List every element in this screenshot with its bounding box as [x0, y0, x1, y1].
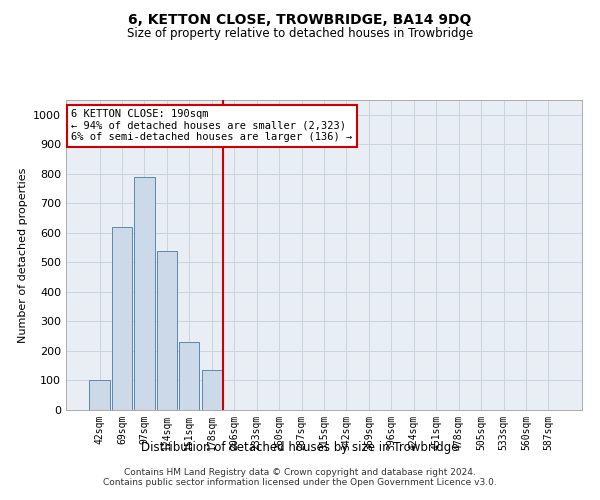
Bar	[134, 177, 155, 410]
Y-axis label: Number of detached properties: Number of detached properties	[17, 168, 28, 342]
Text: 6 KETTON CLOSE: 190sqm
← 94% of detached houses are smaller (2,323)
6% of semi-d: 6 KETTON CLOSE: 190sqm ← 94% of detached…	[71, 110, 352, 142]
Bar	[89, 380, 110, 410]
Text: 6, KETTON CLOSE, TROWBRIDGE, BA14 9DQ: 6, KETTON CLOSE, TROWBRIDGE, BA14 9DQ	[128, 12, 472, 26]
Text: Distribution of detached houses by size in Trowbridge: Distribution of detached houses by size …	[141, 441, 459, 454]
Bar	[112, 227, 132, 410]
Text: Size of property relative to detached houses in Trowbridge: Size of property relative to detached ho…	[127, 28, 473, 40]
Text: Contains public sector information licensed under the Open Government Licence v3: Contains public sector information licen…	[103, 478, 497, 487]
Text: Contains HM Land Registry data © Crown copyright and database right 2024.: Contains HM Land Registry data © Crown c…	[124, 468, 476, 477]
Bar	[202, 370, 222, 410]
Bar	[157, 250, 177, 410]
Bar	[179, 342, 199, 410]
